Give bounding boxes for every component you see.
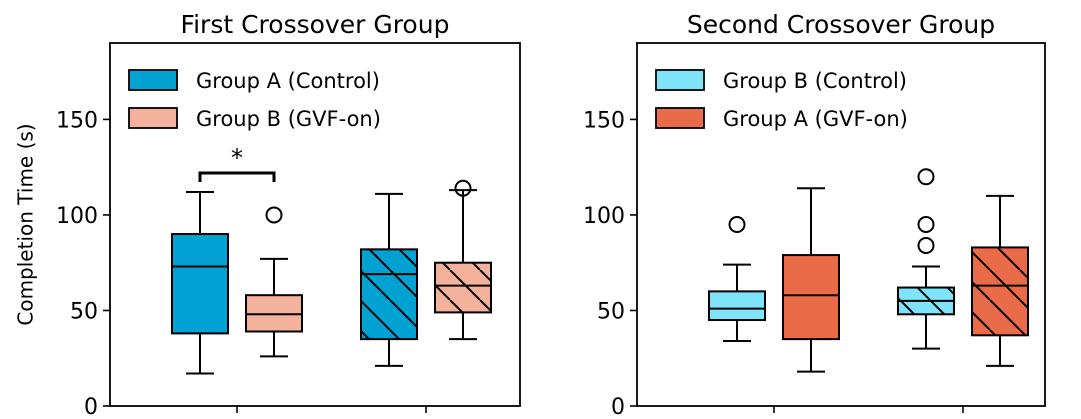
- box-2: [782, 187, 840, 373]
- box-1: [708, 216, 766, 343]
- y-axis-label: Completion Time (s): [14, 123, 38, 325]
- legend-swatch: [655, 107, 705, 129]
- box-outline: [708, 290, 766, 322]
- legend: Group B (Control) Group A (GVF-on): [655, 69, 908, 131]
- y-tick-label: 0: [611, 395, 625, 419]
- box-4: [434, 179, 492, 341]
- legend-label: Group B (Control): [723, 69, 907, 93]
- legend-label: Group A (Control): [196, 69, 380, 93]
- outlier-point: [917, 237, 935, 255]
- box-outline: [782, 254, 840, 341]
- box-3: [897, 168, 955, 350]
- y-tick-label: 50: [70, 299, 98, 324]
- outlier-point: [728, 216, 746, 233]
- box-outline: [360, 248, 418, 341]
- box-4: [971, 194, 1029, 367]
- outlier-point: [265, 206, 283, 224]
- y-tick-label: 50: [597, 299, 625, 324]
- outlier-point: [917, 216, 935, 233]
- outlier-point: [917, 168, 935, 186]
- box-2: [245, 206, 303, 358]
- box-body: [172, 234, 228, 334]
- chart-title: Second Crossover Group: [687, 10, 995, 39]
- plot-frame: [109, 42, 521, 407]
- legend-swatch: [655, 69, 705, 91]
- y-tick-label: 150: [583, 108, 625, 133]
- box-body: [709, 291, 765, 321]
- box-hatch: [972, 247, 1028, 336]
- legend-label: Group B (GVF-on): [196, 107, 381, 131]
- y-tick-label: 100: [56, 204, 98, 229]
- panel-2: Second Crossover Group 0 50 100 150 Group B (…: [583, 10, 1046, 419]
- panel-1: First Crossover Group 0 50 100 150 Completion…: [14, 10, 521, 419]
- box-outline: [171, 233, 229, 335]
- box-hatch: [435, 262, 491, 313]
- plot-frame: [636, 42, 1046, 407]
- legend-swatch: [128, 69, 178, 91]
- significance-bracket: [198, 171, 276, 182]
- box-outline: [434, 261, 492, 314]
- legend-label: Group A (GVF-on): [723, 107, 908, 131]
- chart-title: First Crossover Group: [181, 10, 450, 39]
- y-tick-label: 100: [583, 204, 625, 229]
- outlier-point: [454, 179, 472, 197]
- box-3: [360, 192, 418, 367]
- box-body: [783, 255, 839, 340]
- box-1: [171, 191, 229, 375]
- legend: Group A (Control) Group B (GVF-on): [128, 69, 381, 131]
- significance-label: *: [231, 144, 243, 172]
- y-tick-label: 150: [56, 108, 98, 133]
- legend-swatch: [128, 107, 178, 129]
- box-hatch: [361, 249, 417, 340]
- y-tick-label: 0: [84, 395, 98, 419]
- box-outline: [971, 246, 1029, 337]
